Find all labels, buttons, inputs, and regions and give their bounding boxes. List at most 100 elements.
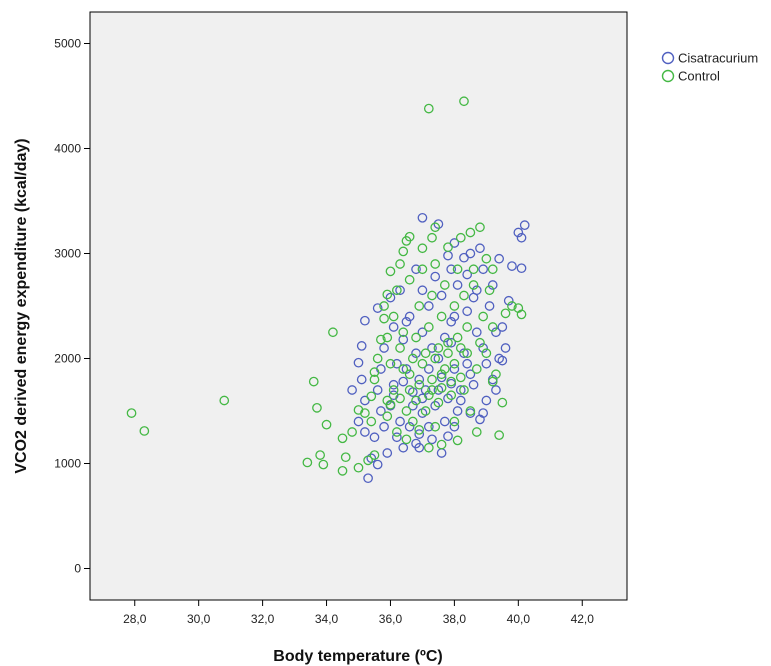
- data-point: [471, 285, 482, 296]
- data-point: [452, 332, 463, 343]
- data-point: [443, 337, 453, 348]
- data-point: [376, 406, 386, 416]
- data-point: [487, 280, 498, 290]
- data-point: [449, 416, 460, 427]
- data-point: [481, 253, 492, 264]
- data-point: [516, 232, 527, 243]
- data-point: [427, 232, 437, 243]
- data-point: [353, 357, 364, 368]
- data-point: [478, 264, 489, 275]
- data-point: [372, 459, 383, 470]
- data-point: [443, 431, 453, 442]
- data-point: [318, 459, 329, 470]
- data-point: [414, 301, 425, 311]
- data-point: [379, 313, 389, 324]
- data-point: [430, 400, 441, 411]
- data-point: [468, 379, 479, 390]
- data-point: [433, 343, 444, 353]
- series-cisatracurium: [347, 212, 530, 484]
- data-point: [398, 327, 409, 338]
- data-point: [388, 322, 399, 332]
- series-control: [126, 96, 527, 476]
- data-point: [401, 434, 412, 445]
- y-tick-label: 3000: [54, 247, 81, 261]
- data-point: [481, 348, 492, 359]
- data-point: [423, 301, 434, 311]
- data-point: [459, 348, 469, 359]
- data-point: [430, 222, 441, 233]
- data-point: [392, 285, 402, 296]
- data-point: [356, 341, 367, 351]
- data-point: [312, 402, 322, 413]
- data-point: [414, 429, 425, 439]
- data-point: [436, 383, 447, 393]
- data-point: [398, 246, 409, 257]
- data-point: [452, 406, 463, 416]
- data-point: [436, 311, 447, 322]
- data-point: [126, 408, 137, 418]
- data-point: [459, 385, 469, 395]
- data-point: [328, 327, 338, 338]
- legend-label: Control: [678, 69, 720, 84]
- legend: Cisatracurium Control: [661, 51, 758, 84]
- data-point: [446, 376, 457, 387]
- data-point: [369, 374, 380, 385]
- data-point: [353, 416, 364, 427]
- data-point: [382, 411, 393, 422]
- data-point: [465, 406, 476, 416]
- data-point: [462, 269, 473, 280]
- legend-marker: [661, 69, 675, 83]
- data-point: [484, 301, 495, 311]
- data-point: [414, 425, 425, 435]
- data-point: [465, 227, 476, 238]
- data-point: [475, 222, 485, 233]
- data-point: [443, 393, 453, 404]
- data-point: [484, 285, 495, 296]
- data-point: [417, 285, 428, 296]
- data-point: [455, 232, 466, 243]
- data-point: [411, 264, 421, 275]
- data-point: [366, 391, 377, 402]
- data-point: [449, 421, 460, 432]
- y-tick-label: 2000: [54, 352, 81, 366]
- data-point: [449, 364, 460, 374]
- y-tick-label: 4000: [54, 142, 81, 156]
- data-point: [449, 301, 460, 311]
- data-point: [382, 332, 393, 343]
- data-point: [407, 416, 418, 427]
- data-point: [379, 421, 389, 432]
- data-point: [423, 421, 434, 432]
- data-point: [459, 290, 469, 301]
- x-tick-label: 30,0: [187, 612, 211, 626]
- data-point: [353, 462, 364, 473]
- data-point: [455, 372, 466, 383]
- data-point: [430, 259, 441, 269]
- data-point: [471, 327, 482, 338]
- data-point: [401, 316, 412, 327]
- data-point: [395, 393, 405, 404]
- data-point: [366, 416, 377, 427]
- x-tick-label: 38,0: [443, 612, 467, 626]
- data-point: [481, 358, 492, 369]
- data-point: [423, 390, 434, 401]
- y-tick-label: 1000: [54, 457, 81, 471]
- data-point: [436, 290, 447, 301]
- data-point: [372, 353, 383, 364]
- data-point: [443, 242, 453, 253]
- data-point: [395, 416, 405, 427]
- x-axis: 28,0 30,0 32,0 34,0 36,0 38,0 40,0 42,0: [123, 600, 594, 626]
- data-point: [219, 395, 230, 406]
- data-point: [360, 427, 370, 437]
- data-point: [465, 369, 476, 380]
- data-point: [519, 220, 530, 230]
- data-point: [436, 439, 447, 450]
- data-point: [455, 395, 466, 406]
- data-point: [487, 264, 498, 275]
- data-point: [462, 348, 473, 359]
- data-point: [449, 311, 460, 322]
- data-point: [516, 309, 527, 320]
- x-tick-label: 36,0: [379, 612, 403, 626]
- data-point: [478, 311, 489, 322]
- data-point: [392, 427, 402, 437]
